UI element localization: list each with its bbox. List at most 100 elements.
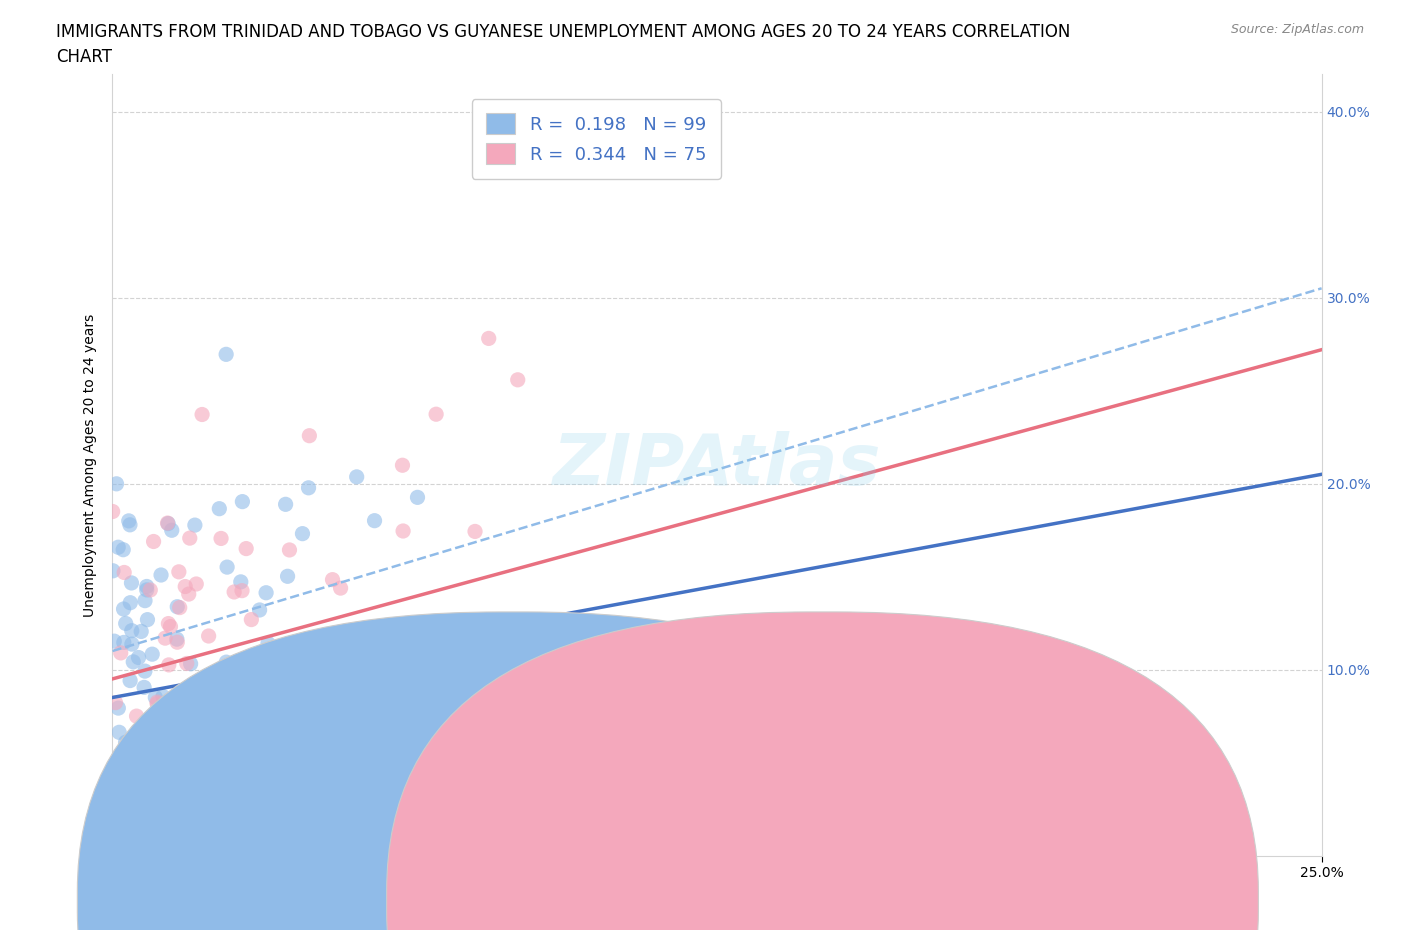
Point	[103, 633, 125, 648]
Point	[240, 612, 263, 627]
Point	[391, 458, 413, 472]
Point	[104, 774, 127, 789]
Point	[101, 564, 124, 578]
Point	[139, 848, 162, 863]
Point	[166, 599, 188, 614]
Point	[150, 724, 173, 738]
Point	[191, 407, 214, 422]
Point	[120, 595, 142, 610]
Point	[118, 801, 141, 816]
Point	[224, 585, 246, 600]
Point	[107, 539, 129, 554]
Point	[110, 848, 132, 863]
Point	[242, 693, 264, 708]
Point	[112, 565, 135, 580]
Point	[104, 812, 127, 827]
Point	[141, 731, 163, 746]
Point	[176, 656, 198, 671]
Point	[120, 673, 142, 688]
Point	[360, 848, 382, 863]
Text: IMMIGRANTS FROM TRINIDAD AND TOBAGO VS GUYANESE UNEMPLOYMENT AMONG AGES 20 TO 24: IMMIGRANTS FROM TRINIDAD AND TOBAGO VS G…	[56, 23, 1070, 41]
Point	[134, 744, 156, 759]
Point	[212, 747, 235, 762]
Point	[323, 743, 346, 758]
Point	[105, 848, 128, 863]
Point	[160, 722, 183, 737]
Point	[131, 741, 153, 756]
Point	[245, 665, 267, 680]
Point	[122, 655, 145, 670]
Point	[166, 764, 188, 779]
Point	[139, 582, 162, 597]
Point	[177, 587, 200, 602]
Point	[150, 567, 173, 582]
Text: Immigrants from Trinidad and Tobago: Immigrants from Trinidad and Tobago	[534, 895, 794, 910]
Point	[134, 848, 156, 863]
Point	[131, 848, 153, 863]
Point	[110, 762, 132, 777]
Point	[170, 787, 193, 802]
Point	[179, 531, 201, 546]
Point	[107, 700, 129, 715]
Point	[181, 682, 204, 697]
Point	[153, 631, 176, 645]
Point	[254, 585, 277, 600]
Point	[142, 848, 165, 863]
Point	[174, 579, 197, 594]
Point	[297, 481, 319, 496]
Point	[254, 707, 277, 722]
Legend: R =  0.198   N = 99, R =  0.344   N = 75: R = 0.198 N = 99, R = 0.344 N = 75	[472, 100, 720, 179]
Point	[201, 766, 224, 781]
Point	[157, 617, 180, 631]
Point	[141, 646, 163, 661]
Point	[180, 657, 202, 671]
Point	[166, 635, 188, 650]
Point	[101, 504, 124, 519]
Point	[405, 745, 427, 760]
Point	[125, 709, 148, 724]
Point	[112, 602, 135, 617]
Point	[166, 631, 188, 646]
Point	[132, 734, 155, 749]
Point	[215, 655, 238, 670]
Point	[329, 580, 352, 595]
Point	[190, 841, 212, 856]
Point	[395, 782, 418, 797]
Point	[239, 848, 262, 863]
Point	[323, 646, 346, 661]
Point	[110, 754, 132, 769]
Point	[453, 617, 475, 631]
Y-axis label: Unemployment Among Ages 20 to 24 years: Unemployment Among Ages 20 to 24 years	[83, 313, 97, 617]
Point	[121, 576, 143, 591]
Point	[257, 790, 280, 804]
Point	[184, 518, 207, 533]
Point	[156, 515, 179, 530]
Point	[226, 773, 249, 788]
Point	[291, 526, 314, 541]
Point	[277, 569, 299, 584]
Point	[118, 513, 141, 528]
Point	[108, 749, 131, 764]
Point	[152, 689, 174, 704]
Point	[172, 830, 194, 845]
Point	[114, 735, 136, 750]
Point	[108, 724, 131, 739]
Point	[195, 682, 218, 697]
Point	[136, 612, 159, 627]
Point	[425, 406, 447, 421]
Point	[298, 429, 321, 444]
Point	[217, 560, 239, 575]
Point	[183, 848, 205, 863]
Point	[157, 658, 180, 672]
Point	[264, 815, 287, 830]
Point	[229, 717, 252, 732]
Point	[129, 624, 152, 639]
Point	[121, 623, 143, 638]
Point	[135, 582, 157, 597]
Point	[195, 723, 218, 737]
Point	[274, 497, 297, 512]
Point	[112, 635, 135, 650]
Point	[129, 817, 152, 832]
Point	[128, 650, 150, 665]
Point	[157, 516, 180, 531]
